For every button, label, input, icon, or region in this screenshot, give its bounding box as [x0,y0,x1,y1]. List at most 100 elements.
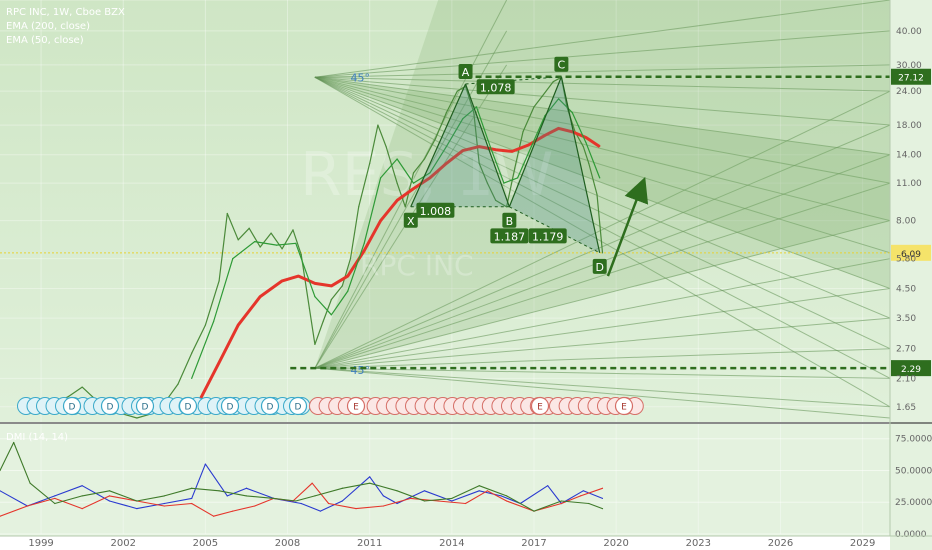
gann-fan-line [314,76,891,126]
dmi-point [601,507,604,510]
dmi-tick-label: 25.0000 [895,498,932,508]
y-tick-label: 5.80 [896,255,916,265]
series-point [347,290,349,292]
dividend-badge-highlight [178,396,198,416]
series-point [571,131,573,133]
gann-fan-fill [314,77,890,289]
y-tick-label: 4.50 [896,284,916,294]
x-tick-label: 2029 [850,538,875,549]
dmi-point [451,497,453,500]
y-tick-label: 3.50 [896,314,916,324]
x-tick-label: 1999 [28,538,53,549]
series-point [429,177,431,179]
series-point [558,98,560,100]
price-line-label-bg [891,244,931,261]
series-point [495,199,497,202]
series-point [582,145,584,148]
dmi-legend[interactable]: DMI (14, 14) [6,432,69,443]
series-point [585,136,587,139]
harmonic-leg [464,83,510,207]
dmi-point [547,485,549,487]
series-point [377,124,379,126]
y-tick-label: 40.00 [896,27,922,37]
series-point [330,298,332,301]
dmi-point [582,490,584,492]
series-point [232,257,234,260]
series-point [330,314,332,316]
y-tick-label: 2.10 [896,374,916,384]
series-point [599,177,601,179]
dmi-point [54,495,56,497]
dmi-point [163,495,165,497]
series-point [530,145,532,148]
series-point [412,188,415,190]
series-point [308,307,311,310]
series-point [396,199,398,202]
dmi-point [163,505,165,507]
legend-ema50[interactable]: EMA (50, close) [6,35,84,46]
x-tick-label: 2002 [111,538,136,549]
dividend-badge-text: D [107,403,114,413]
chart-legend: RPC INC, 1W, Cboe BZX EMA (200, close) E… [6,6,125,48]
dmi-point [601,487,604,489]
series-point [259,296,261,298]
dividend-badge-highlight [220,396,240,416]
dividend-badge-text: D [227,403,234,413]
y-tick-label: 30.00 [896,61,922,71]
series-point [429,172,431,174]
axis-layer: 27.12 2.29 6.09 0.0000 25.0000 50.0000 75.0000… [28,27,932,549]
series-point [423,158,426,160]
series-point [544,134,546,136]
x-tick-label: 2008 [275,538,300,549]
dmi-point [136,500,138,502]
dividend-badge-highlight [100,396,120,416]
harmonic-fill-bcd [509,76,600,253]
ratio-label: 1.078 [480,81,512,94]
legend-ema200[interactable]: EMA (200, close) [6,21,90,32]
series-point [514,167,516,169]
dmi-point [0,515,1,517]
ratio-label: 1.179 [532,230,564,243]
dmi-point [254,505,256,507]
dmi-point [295,500,297,502]
y-tick-label: 24.00 [896,87,922,97]
projection-arrow [606,176,649,277]
gann-fan-line [314,367,891,379]
legend-title[interactable]: RPC INC, 1W, Cboe BZX [6,7,125,18]
series-point [527,144,530,146]
series-point [473,112,475,114]
harmonic-pattern-layer: X A B C D 1.078 1.008 1.187 1.179 [403,56,649,277]
ema50-line [191,98,601,379]
series-point [478,162,480,165]
grid-layer [0,0,890,534]
dmi-point [437,500,439,502]
series-point [322,320,324,323]
gann-fan-layer: 45° 45° [314,0,891,419]
series-point [412,172,415,174]
series-point [259,246,261,248]
dividend-badge-layer: D D D D D DD E E E [17,396,644,416]
dmi-point [451,500,453,502]
gann-fan-line [314,258,891,369]
dmi-point [108,495,111,497]
dmi-point [204,463,206,465]
dividend-badge-text: D [267,403,274,413]
ratio-label-bg [490,228,529,244]
indicator-pane-background [0,424,890,536]
dmi-point [218,490,220,492]
dividend-badge-highlight [288,396,308,416]
series-point [585,142,587,144]
gann-fan-line [314,90,891,369]
gann-fan-line [314,348,891,369]
series-point [292,229,294,231]
gann-fan-line [314,287,891,369]
harmonic-leg [508,76,562,208]
dmi-point [314,495,316,497]
series-point [445,112,447,114]
series-point [380,177,382,179]
series-point [218,361,220,364]
series-point [369,162,371,165]
harmonic-point-bg [554,56,569,72]
dmi-point [163,502,165,505]
